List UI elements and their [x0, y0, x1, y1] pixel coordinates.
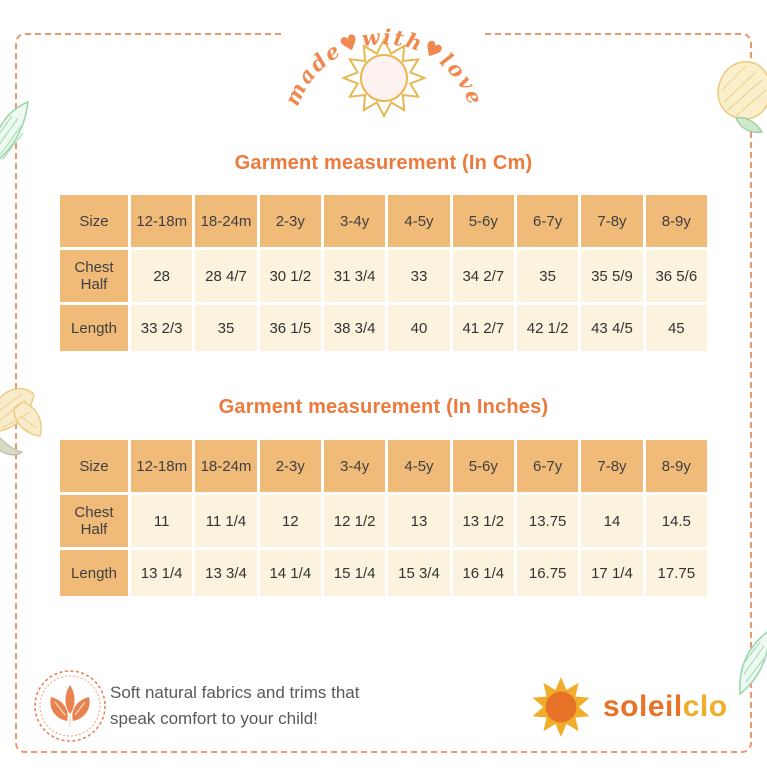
- value-cell: 13 3/4: [195, 550, 257, 596]
- value-cell: 12 1/2: [323, 495, 386, 547]
- size-table-inches: Size 12-18m 18-24m 2-3y 3-4y 4-5y 5-6y 6-7y 7-8y…: [57, 437, 710, 599]
- footer-note-line1: Soft natural fabrics and trims that: [110, 683, 360, 702]
- column-header-cell: 18-24m: [195, 195, 257, 247]
- value-cell: 45: [645, 305, 707, 351]
- value-cell: 13 1/2: [452, 495, 514, 547]
- column-header-cell: 12-18m: [131, 440, 193, 492]
- brand-clo-text: clo: [682, 690, 728, 723]
- value-cell: 35: [516, 250, 579, 302]
- column-header-cell: 5-6y: [452, 195, 514, 247]
- column-header-cell: 18-24m: [195, 440, 257, 492]
- column-header-cell: 3-4y: [323, 195, 386, 247]
- value-cell: 41 2/7: [452, 305, 514, 351]
- column-header-cell: 8-9y: [645, 195, 707, 247]
- column-header-cell: 4-5y: [388, 440, 450, 492]
- value-cell: 34 2/7: [452, 250, 514, 302]
- leaf-sketch-icon: [739, 631, 767, 696]
- column-header-cell: 4-5y: [388, 195, 450, 247]
- value-cell: 28 4/7: [195, 250, 257, 302]
- value-cell: 14 1/4: [259, 550, 321, 596]
- fruit-sketch-icon: [717, 61, 767, 133]
- value-cell: 11: [131, 495, 193, 547]
- size-table-cm: Size 12-18m 18-24m 2-3y 3-4y 4-5y 5-6y 6-7y 7-8y…: [57, 192, 710, 354]
- row-label-cell: Length: [60, 305, 128, 351]
- brand-soleil-text: soleil: [603, 690, 683, 723]
- value-cell: 43 4/5: [581, 305, 643, 351]
- column-header-cell: 6-7y: [516, 440, 579, 492]
- column-header-cell: 2-3y: [259, 440, 321, 492]
- column-header-cell: 8-9y: [645, 440, 707, 492]
- value-cell: 28: [131, 250, 193, 302]
- row-label-cell: Chest Half: [60, 495, 128, 547]
- value-cell: 31 3/4: [323, 250, 386, 302]
- value-cell: 12: [259, 495, 321, 547]
- column-header-cell: 7-8y: [581, 195, 643, 247]
- value-cell: 38 3/4: [323, 305, 386, 351]
- soleilclo-logo: soleilclo: [531, 676, 728, 738]
- dashed-border-frame: [15, 33, 752, 753]
- leaf-badge-icon: [34, 670, 106, 742]
- value-cell: 17.75: [645, 550, 707, 596]
- value-cell: 13: [388, 495, 450, 547]
- column-header-cell: 7-8y: [581, 440, 643, 492]
- value-cell: 15 3/4: [388, 550, 450, 596]
- value-cell: 40: [388, 305, 450, 351]
- value-cell: 15 1/4: [323, 550, 386, 596]
- column-header-cell: 5-6y: [452, 440, 514, 492]
- table-title-inches: Garment measurement (In Inches): [218, 396, 549, 418]
- value-cell: 13 1/4: [131, 550, 193, 596]
- column-header-cell: 2-3y: [259, 195, 321, 247]
- footer-note-line2: speak comfort to your child!: [110, 709, 318, 728]
- value-cell: 35 5/9: [581, 250, 643, 302]
- brand-wordmark: soleilclo: [603, 690, 728, 724]
- row-label-cell: Length: [60, 550, 128, 596]
- column-header-cell: 12-18m: [131, 195, 193, 247]
- value-cell: 14.5: [645, 495, 707, 547]
- made-with-love-sun-icon: made♥with♥love: [279, 24, 486, 119]
- value-cell: 33: [388, 250, 450, 302]
- footer-note: Soft natural fabrics and trims that spea…: [110, 680, 359, 732]
- value-cell: 30 1/2: [259, 250, 321, 302]
- soleilclo-sun-icon: [532, 677, 590, 737]
- column-header-cell: 6-7y: [516, 195, 579, 247]
- row-label-cell: Chest Half: [60, 250, 128, 302]
- value-cell: 13.75: [516, 495, 579, 547]
- leaf-sketch-icon: [0, 100, 29, 161]
- size-corner-cell: Size: [60, 440, 128, 492]
- value-cell: 11 1/4: [195, 495, 257, 547]
- column-header-cell: 3-4y: [323, 440, 386, 492]
- flower-sketch-icon: [0, 387, 42, 456]
- value-cell: 16 1/4: [452, 550, 514, 596]
- value-cell: 36 1/5: [259, 305, 321, 351]
- size-corner-cell: Size: [60, 195, 128, 247]
- value-cell: 14: [581, 495, 643, 547]
- made-with-love-badge: made♥with♥love: [279, 2, 486, 119]
- value-cell: 17 1/4: [581, 550, 643, 596]
- table-title-cm: Garment measurement (In Cm): [234, 152, 533, 174]
- value-cell: 42 1/2: [516, 305, 579, 351]
- value-cell: 35: [195, 305, 257, 351]
- value-cell: 33 2/3: [131, 305, 193, 351]
- value-cell: 16.75: [516, 550, 579, 596]
- value-cell: 36 5/6: [645, 250, 707, 302]
